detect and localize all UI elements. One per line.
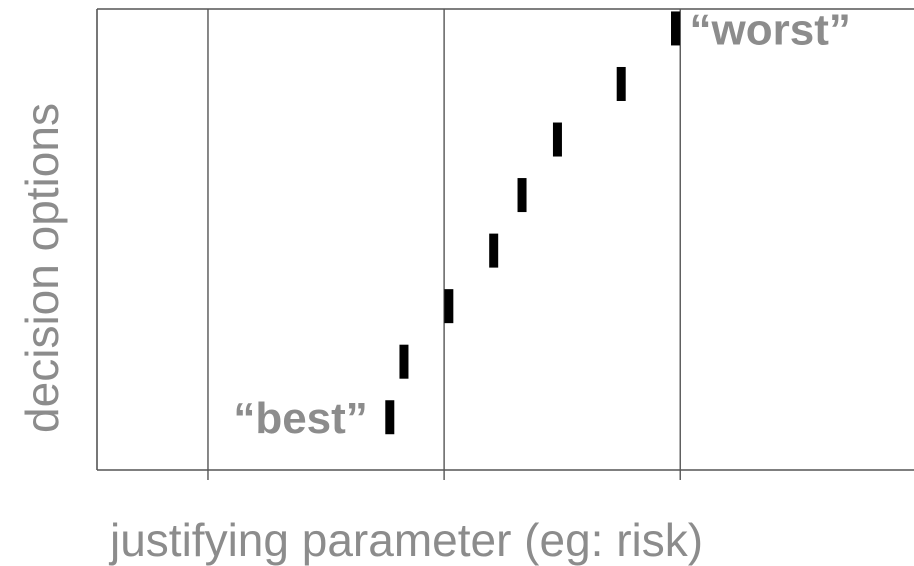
- data-point-7: [617, 67, 626, 101]
- annotation-best: “best”: [233, 394, 367, 443]
- annotations: “best” “worst”: [233, 5, 851, 443]
- data-point-1: [385, 400, 394, 434]
- data-point-8: [671, 11, 680, 45]
- data-point-6: [553, 123, 562, 157]
- data-point-3: [444, 289, 453, 323]
- y-axis-label: decision options: [16, 103, 68, 433]
- plot-frame: [97, 9, 914, 470]
- markers: [385, 11, 680, 434]
- data-point-4: [489, 234, 498, 268]
- data-point-2: [399, 345, 408, 379]
- annotation-worst: “worst”: [690, 5, 851, 54]
- data-point-5: [518, 178, 527, 212]
- x-axis-label: justifying parameter (eg: risk): [108, 514, 703, 566]
